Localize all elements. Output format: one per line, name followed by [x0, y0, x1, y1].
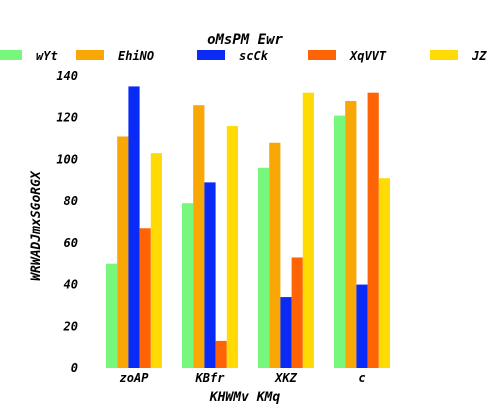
bar-scCk-XKZ: [280, 297, 292, 368]
y-axis-label: WRWADJmxSGoRGX: [29, 170, 44, 281]
chart-title: oMsPM Ewr: [207, 32, 283, 48]
legend-label-scCk: scCk: [239, 49, 269, 63]
legend-swatch-EhiNO: [76, 50, 104, 60]
y-tick-label: 0: [71, 361, 78, 375]
y-tick-label: 140: [56, 69, 78, 83]
bar-XqVVT-KBfr: [215, 340, 227, 368]
bar-JZ-c: [378, 178, 390, 368]
legend-label-XqVVT: XqVVT: [349, 49, 387, 63]
bar-wYt-c: [334, 115, 346, 368]
y-tick-label: 120: [56, 111, 78, 125]
bar-wYt-zoAP: [106, 263, 118, 368]
legend-swatch-XqVVT: [308, 50, 336, 60]
x-tick-label: XKZ: [274, 371, 297, 385]
y-tick-label: 100: [56, 152, 78, 166]
bar-EhiNO-zoAP: [117, 136, 129, 368]
bar-EhiNO-XKZ: [269, 142, 281, 368]
legend-label-EhiNO: EhiNO: [118, 49, 154, 63]
bars: [106, 86, 390, 369]
bar-XqVVT-XKZ: [291, 257, 303, 368]
y-tick-label: 60: [64, 236, 78, 250]
bar-JZ-KBfr: [226, 126, 238, 368]
bar-XqVVT-zoAP: [139, 228, 151, 368]
x-axis: zoAP KBfr XKZ c: [120, 371, 366, 385]
bar-scCk-KBfr: [204, 182, 216, 368]
bar-EhiNO-c: [345, 101, 357, 369]
x-tick-label: KBfr: [195, 371, 226, 385]
legend-label-JZ: JZ: [471, 49, 487, 63]
bar-EhiNO-KBfr: [193, 105, 205, 368]
bar-wYt-KBfr: [182, 203, 194, 368]
x-axis-label: KHWMv KMq: [209, 390, 281, 405]
legend-swatch-scCk: [197, 50, 225, 60]
y-tick-label: 80: [64, 194, 78, 208]
y-axis: 0 20 40 60 80 100 120 140: [56, 69, 78, 375]
x-tick-label: zoAP: [120, 371, 150, 385]
bar-wYt-XKZ: [258, 167, 270, 368]
legend: wYt EhiNO scCk XqVVT JZ: [0, 49, 487, 63]
bar-JZ-zoAP: [150, 153, 162, 368]
bar-JZ-XKZ: [302, 92, 314, 368]
bar-XqVVT-c: [367, 92, 379, 368]
y-tick-label: 20: [63, 319, 78, 333]
x-tick-label: c: [358, 371, 365, 385]
bar-scCk-zoAP: [128, 86, 140, 368]
legend-swatch-JZ: [430, 50, 458, 60]
legend-swatch-wYt: [0, 50, 22, 60]
bar-scCk-c: [356, 284, 368, 368]
y-tick-label: 40: [64, 278, 78, 292]
legend-label-wYt: wYt: [36, 49, 58, 63]
